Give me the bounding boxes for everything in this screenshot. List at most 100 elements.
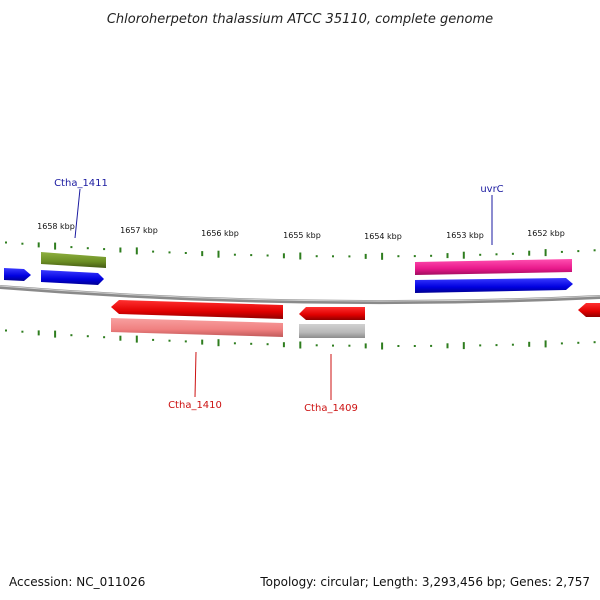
tick-outer-minor	[266, 254, 269, 257]
tick-inner-minor	[364, 343, 367, 349]
tick-outer-minor	[413, 255, 416, 258]
tick-inner-major	[217, 339, 220, 347]
tick-marks-inner	[5, 329, 596, 350]
tick-inner-minor	[560, 342, 563, 345]
tick-outer-minor	[430, 254, 433, 257]
gene-ctha-1409-feature[interactable]	[299, 324, 365, 338]
tick-inner-major	[462, 342, 465, 350]
tick-inner-major	[381, 342, 384, 350]
tick-marks-outer	[5, 241, 596, 260]
tick-inner-minor	[282, 342, 285, 348]
genome-backbone	[0, 285, 600, 305]
tick-inner-minor	[119, 335, 122, 341]
tick-outer-minor	[446, 253, 449, 259]
tick-outer-major	[217, 250, 220, 258]
tick-inner-minor	[70, 334, 73, 337]
tick-label-1657: 1657 kbp	[120, 226, 158, 235]
tick-outer-minor	[21, 242, 24, 245]
tick-outer-minor	[70, 246, 73, 249]
genome-stats-text: Topology: circular; Length: 3,293,456 bp…	[259, 575, 590, 589]
tick-outer-major	[381, 252, 384, 260]
tick-outer-minor	[152, 250, 155, 253]
tick-inner-minor	[315, 344, 318, 347]
tick-inner-minor	[511, 343, 514, 346]
tick-inner-minor	[348, 344, 351, 347]
gene-label-ctha-1411[interactable]: Ctha_1411	[54, 178, 108, 189]
tick-inner-minor	[397, 345, 400, 347]
tick-inner-minor	[37, 330, 40, 336]
gene-uvrc[interactable]	[415, 278, 573, 293]
tick-outer-major	[544, 249, 547, 257]
tick-outer-minor	[332, 255, 334, 258]
map-title: Chloroherpeton thalassium ATCC 35110, co…	[107, 12, 493, 27]
tick-inner-minor	[446, 343, 449, 349]
gene-ctha-1409[interactable]	[299, 307, 365, 320]
gene-label-uvrc[interactable]: uvrC	[480, 184, 503, 195]
tick-outer-minor	[201, 251, 204, 257]
tick-outer-minor	[233, 253, 236, 256]
tick-inner-minor	[21, 330, 24, 333]
tick-outer-minor	[397, 255, 400, 258]
gene-ctha-1410[interactable]	[111, 300, 283, 319]
tick-outer-minor	[250, 254, 253, 257]
tick-outer-major	[54, 242, 57, 250]
tick-outer-minor	[184, 252, 187, 254]
gene-ctha-1411[interactable]	[41, 270, 104, 285]
tick-labels: 1658 kbp 1657 kbp 1656 kbp 1655 kbp 1654…	[37, 222, 565, 241]
tick-label-1653: 1653 kbp	[446, 231, 484, 240]
tick-outer-major	[135, 247, 138, 255]
tick-label-1655: 1655 kbp	[283, 231, 321, 240]
gene-reverse-right-edge[interactable]	[578, 303, 600, 317]
gene-uvrc-feature[interactable]	[415, 259, 572, 275]
tick-inner-minor	[233, 342, 236, 345]
tick-inner-minor	[577, 341, 580, 344]
tick-outer-minor	[495, 253, 498, 256]
tick-inner-major	[544, 340, 547, 348]
tick-inner-minor	[5, 329, 7, 332]
tick-outer-minor	[511, 252, 514, 255]
tick-inner-minor	[332, 344, 334, 347]
tick-outer-minor	[348, 255, 351, 258]
tick-inner-major	[299, 341, 302, 349]
tick-outer-minor	[593, 249, 596, 252]
label-line-ctha-1410	[194, 351, 197, 398]
label-line-ctha-1411	[74, 188, 81, 239]
genome-backbone-highlight	[0, 285, 600, 302]
tick-inner-minor	[184, 340, 187, 343]
gene-label-ctha-1410[interactable]: Ctha_1410	[168, 400, 222, 411]
gene-label-ctha-1409[interactable]: Ctha_1409	[304, 403, 358, 414]
tick-outer-major	[462, 251, 465, 259]
gene-ctha-1411-feature[interactable]	[41, 252, 106, 268]
tick-outer-minor	[103, 248, 106, 251]
tick-outer-major	[299, 252, 302, 260]
tick-outer-minor	[560, 250, 563, 253]
tick-inner-minor	[413, 345, 416, 347]
tick-inner-minor	[266, 343, 269, 346]
tick-inner-minor	[430, 344, 433, 347]
tick-inner-minor	[495, 344, 498, 347]
tick-outer-minor	[119, 247, 122, 253]
tick-inner-minor	[168, 339, 171, 342]
tick-outer-minor	[282, 253, 285, 259]
tick-outer-minor	[577, 250, 580, 253]
tick-inner-major	[135, 335, 138, 343]
gene-ctha-1410-rna[interactable]	[111, 318, 283, 337]
tick-inner-minor	[201, 339, 204, 345]
tick-outer-minor	[479, 253, 482, 256]
accession-text: Accession: NC_011026	[9, 575, 145, 589]
tick-label-1658: 1658 kbp	[37, 222, 75, 231]
tick-inner-minor	[250, 342, 253, 345]
tick-outer-minor	[315, 255, 318, 258]
tick-inner-minor	[528, 341, 531, 347]
tick-inner-minor	[479, 344, 482, 347]
gene-forward-left-edge[interactable]	[4, 268, 31, 281]
tick-label-1656: 1656 kbp	[201, 229, 239, 238]
tick-outer-minor	[37, 242, 40, 248]
tick-inner-minor	[86, 335, 89, 338]
tick-label-1652: 1652 kbp	[527, 229, 565, 238]
tick-label-1654: 1654 kbp	[364, 232, 402, 241]
tick-inner-minor	[593, 341, 596, 344]
tick-inner-minor	[103, 336, 106, 339]
tick-inner-minor	[152, 338, 155, 341]
